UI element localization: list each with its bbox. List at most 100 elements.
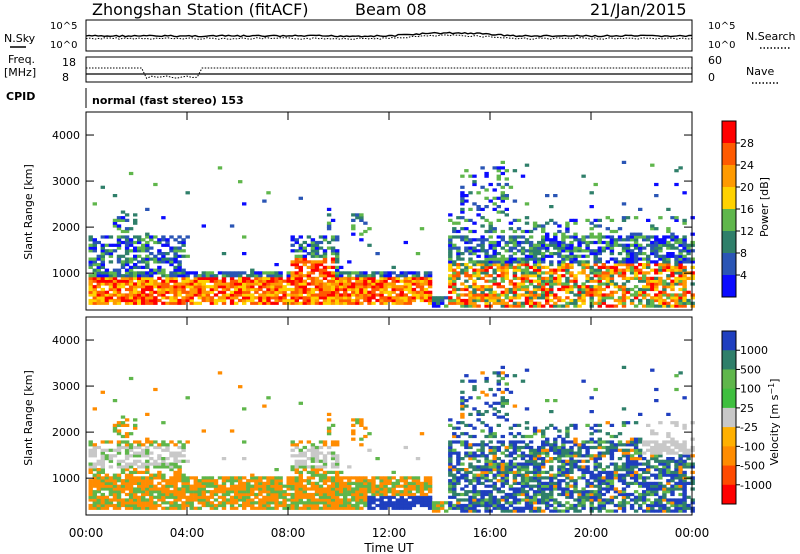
velocity-scatter-cell: [302, 454, 307, 458]
velocity-scatter-cell: [161, 457, 166, 461]
power-scatter-cell: [504, 207, 509, 211]
power-scatter-cell: [658, 238, 663, 242]
velocity-scatter-cell: [492, 484, 497, 488]
power-scatter-cell: [500, 301, 505, 305]
velocity-scatter-cell: [145, 451, 150, 455]
velocity-scatter-cell: [460, 473, 465, 477]
power-scatter-cell: [532, 285, 538, 289]
power-scatter-cell: [621, 287, 627, 292]
velocity-scatter-cell: [294, 501, 299, 505]
power-scatter-cell: [541, 296, 546, 300]
velocity-scatter-cell: [100, 503, 105, 508]
power-scatter-cell: [674, 296, 679, 300]
velocity-scatter-cell: [601, 445, 606, 450]
power-scatter-cell: [355, 276, 360, 280]
velocity-scatter-cell: [545, 503, 550, 508]
power-scatter-cell: [161, 252, 166, 256]
power-scatter-cell: [670, 274, 675, 278]
power-scatter-cell: [468, 240, 473, 245]
power-scatter-cell: [128, 279, 134, 283]
power-scatter-cell: [662, 301, 667, 305]
velocity-scatter-cell: [169, 503, 174, 508]
power-scatter-cell: [541, 271, 546, 275]
power-scatter-cell: [686, 260, 691, 264]
power-scatter-cell: [500, 279, 505, 283]
power-scatter-cell: [133, 271, 138, 275]
power-scatter-cell: [343, 287, 348, 292]
velocity-scatter-cell: [654, 445, 659, 450]
power-scatter-cell: [573, 301, 578, 305]
velocity-scatter-cell: [302, 462, 307, 466]
power-scatter-cell: [335, 252, 340, 256]
velocity-scatter-cell: [213, 481, 219, 485]
power-scatter-cell: [537, 263, 542, 267]
power-scatter-cell: [476, 254, 481, 258]
power-scatter-cell: [516, 293, 522, 297]
power-scatter-cell: [666, 268, 671, 272]
power-scatter-cell: [520, 276, 526, 280]
power-scatter-cell: [524, 271, 530, 275]
power-scatter-cell: [472, 282, 477, 286]
velocity-scatter-cell: [456, 470, 461, 474]
power-scatter-cell: [496, 169, 501, 173]
power-scatter-cell: [666, 260, 671, 264]
power-scatter-cell: [654, 293, 659, 297]
power-scatter-cell: [557, 263, 562, 267]
velocity-scatter-cell: [88, 492, 93, 497]
power-scatter-cell: [642, 265, 647, 269]
velocity-scatter-cell: [278, 501, 283, 505]
power-scatter-cell: [133, 276, 138, 280]
velocity-scatter-cell: [662, 448, 667, 452]
power-scatter-cell: [585, 274, 590, 278]
power-scatter-cell: [524, 238, 530, 242]
power-scatter-cell: [124, 227, 130, 231]
velocity-scatter-cell: [157, 481, 162, 485]
velocity-scatter-cell: [464, 399, 469, 403]
velocity-scatter-cell: [500, 484, 505, 488]
velocity-scatter-cell: [573, 440, 578, 444]
velocity-scatter-cell: [549, 476, 554, 480]
velocity-scatter-cell: [173, 462, 178, 466]
colorbar-swatch: [722, 209, 736, 232]
power-scatter-cell: [250, 285, 255, 289]
velocity-scatter-cell: [185, 490, 190, 494]
velocity-scatter-cell: [185, 487, 190, 491]
velocity-scatter-cell: [189, 490, 194, 494]
power-scatter-cell: [565, 246, 570, 250]
power-scatter-cell: [597, 238, 602, 242]
power-scatter-cell: [128, 238, 134, 242]
velocity-scatter-cell: [500, 481, 505, 485]
velocity-scatter-cell: [242, 501, 247, 505]
power-scatter-cell: [468, 257, 473, 261]
power-scatter-cell: [532, 224, 538, 228]
velocity-scatter-cell: [391, 476, 396, 480]
power-scatter-cell: [116, 290, 122, 294]
power-scatter-cell: [436, 304, 441, 308]
power-scatter-cell: [415, 276, 421, 280]
velocity-scatter-cell: [597, 479, 602, 483]
velocity-scatter-cell: [242, 457, 247, 461]
velocity-scatter-cell: [108, 476, 114, 480]
velocity-scatter-cell: [173, 479, 178, 483]
velocity-scatter-cell: [557, 492, 562, 497]
velocity-scatter-cell: [597, 506, 602, 510]
velocity-scatter-cell: [617, 492, 623, 497]
velocity-scatter-cell: [310, 459, 316, 463]
power-scatter-cell: [250, 282, 255, 286]
velocity-scatter-cell: [532, 509, 538, 513]
velocity-scatter-cell: [363, 476, 368, 480]
velocity-scatter-cell: [112, 429, 118, 433]
velocity-scatter-cell: [565, 495, 570, 499]
velocity-scatter-cell: [318, 492, 324, 497]
velocity-scatter-cell: [662, 509, 667, 513]
velocity-scatter-cell: [88, 481, 93, 485]
power-scatter-cell: [254, 282, 259, 286]
power-scatter-cell: [290, 293, 295, 297]
velocity-scatter-cell: [500, 479, 505, 483]
velocity-scatter-cell: [666, 440, 671, 444]
power-scatter-cell: [108, 274, 114, 278]
power-scatter-cell: [104, 296, 110, 300]
power-scatter-cell: [294, 260, 299, 264]
velocity-scatter-cell: [452, 440, 457, 444]
power-scatter-cell: [597, 293, 602, 297]
